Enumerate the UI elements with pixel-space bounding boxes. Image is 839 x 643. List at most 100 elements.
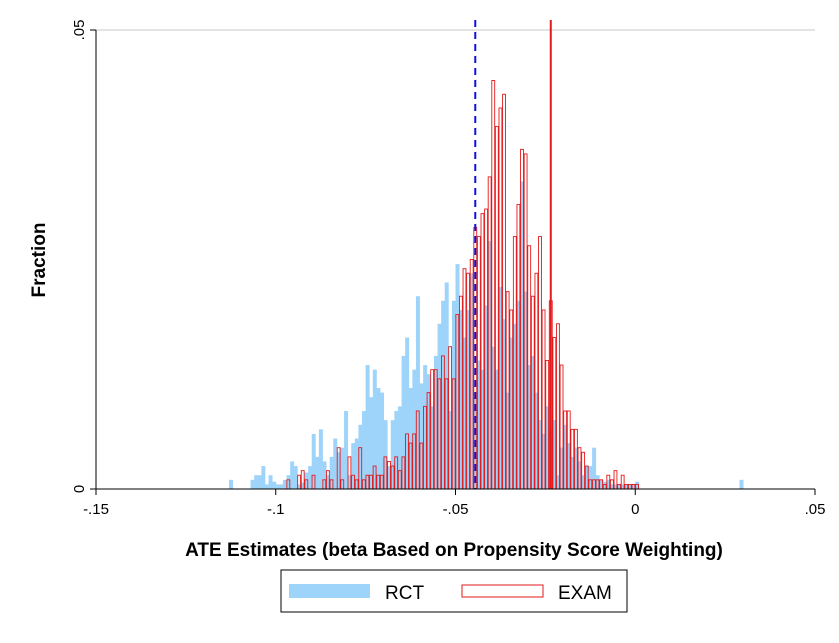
histogram-bar-rct xyxy=(477,360,482,489)
histogram-bar-rct xyxy=(344,410,349,489)
histogram-bar-rct xyxy=(441,300,446,489)
y-tick-label: .05 xyxy=(71,20,88,41)
reference-lines xyxy=(474,20,552,489)
histogram-bar-rct xyxy=(380,392,384,489)
legend: RCT EXAM xyxy=(280,569,628,613)
histogram-bar-rct xyxy=(602,481,607,489)
histogram-bar-rct xyxy=(430,406,435,489)
histogram-bar-rct xyxy=(516,300,521,489)
legend-swatch-rct xyxy=(289,584,370,598)
histogram-bar-rct xyxy=(606,479,611,489)
histogram-bar-rct xyxy=(272,481,277,489)
histogram-bar-rct xyxy=(462,337,467,489)
histogram-bar-rct xyxy=(437,323,442,489)
histogram-bar-rct xyxy=(584,466,589,489)
histogram-bar-rct xyxy=(451,300,456,489)
histogram-bar-rct xyxy=(387,466,392,489)
histogram-bar-rct xyxy=(552,420,557,489)
histogram-bar-rct xyxy=(261,466,266,489)
histogram-bar-rct xyxy=(415,296,420,489)
histogram-bar-rct xyxy=(419,383,424,489)
histogram-bar-rct xyxy=(362,410,367,489)
histogram-bar-rct xyxy=(588,466,593,489)
histogram-bar-rct xyxy=(336,452,341,489)
histogram-bar-rct xyxy=(300,482,305,489)
histogram-bar-rct xyxy=(613,484,618,489)
histogram-bar-rct xyxy=(405,337,410,489)
histogram-bar-rct xyxy=(412,369,417,489)
legend-label-rct: RCT xyxy=(385,583,424,604)
histogram-bar-rct xyxy=(469,273,474,489)
x-tick-label: -.15 xyxy=(83,501,109,518)
histogram-bar-rct xyxy=(264,484,269,489)
histogram-bar-rct xyxy=(308,466,313,489)
histogram-bar-rct xyxy=(433,355,438,489)
histogram-bar-exam xyxy=(556,323,560,490)
histogram-bar-rct xyxy=(394,410,399,489)
histogram-bar-rct xyxy=(286,475,291,489)
histogram-bar-rct xyxy=(347,475,352,489)
histogram-bar-rct xyxy=(495,369,500,489)
x-axis-title: ATE Estimates (beta Based on Propensity … xyxy=(185,540,723,561)
x-tick-label: .05 xyxy=(805,501,826,518)
histogram-bar-rct xyxy=(581,475,586,489)
histogram-bar-rct xyxy=(326,475,331,489)
histogram-bar-rct xyxy=(333,438,338,489)
histogram-bar-rct xyxy=(491,346,496,489)
legend-swatch-exam xyxy=(461,584,544,598)
histogram-bar-rct xyxy=(354,438,359,489)
histogram-bar-rct xyxy=(401,355,406,489)
histogram-bar-rct xyxy=(624,484,629,489)
histogram-bar-rct xyxy=(523,291,528,489)
histogram-bar-rct xyxy=(329,456,334,489)
histogram-bar-rct xyxy=(448,410,453,489)
histogram-bar-rct xyxy=(311,433,316,489)
histogram-bar-rct xyxy=(610,484,615,489)
histogram-bar-rct xyxy=(530,355,535,489)
histogram-bar-rct xyxy=(545,406,550,489)
y-tick-label: 0 xyxy=(71,485,88,493)
histogram-bar-rct xyxy=(502,319,507,489)
histogram-bar-rct xyxy=(617,484,622,489)
histogram-bar-rct xyxy=(444,282,449,489)
histogram-bar-rct xyxy=(635,481,640,489)
histogram-bar-rct xyxy=(423,365,428,489)
histogram-bar-rct xyxy=(290,461,295,489)
histogram-bar-rct xyxy=(484,305,489,489)
histogram-bar-rct xyxy=(293,466,298,489)
histogram-bar-rct xyxy=(570,456,575,489)
histogram-bar-rct xyxy=(358,424,363,489)
histogram-bar-rct xyxy=(599,479,604,489)
histogram-bar-rct xyxy=(556,475,561,489)
histogram-bar-rct xyxy=(574,447,579,489)
histogram-bar-rct xyxy=(268,475,273,489)
histogram-bar-rct xyxy=(592,447,597,489)
histogram-bar-rct xyxy=(480,369,485,489)
histogram-bar-rct xyxy=(229,479,234,489)
tick-labels: -.15 -.1 -.05 0 .05 0 .05 xyxy=(71,20,825,518)
y-axis-title: Fraction xyxy=(29,223,50,298)
histogram-bar-rct xyxy=(541,433,546,489)
rct-bars xyxy=(229,181,744,489)
histogram-bar-rct xyxy=(577,461,582,489)
histogram-bar-rct xyxy=(318,429,323,489)
histogram-bar-rct xyxy=(383,420,388,489)
histogram-bar-rct xyxy=(509,337,514,489)
histogram-bar-rct xyxy=(459,309,464,489)
histogram-bar-rct xyxy=(631,484,636,489)
histogram-bar-rct xyxy=(739,479,744,489)
x-tick-label: -.05 xyxy=(443,501,469,518)
histogram-bar-rct xyxy=(250,479,255,489)
histogram-bar-rct xyxy=(372,369,377,489)
histogram-bar-rct xyxy=(534,392,539,489)
histogram-bar-rct xyxy=(455,264,460,489)
histogram-bar-rct xyxy=(279,484,284,489)
exam-bars xyxy=(286,80,639,490)
histogram-bar-rct xyxy=(513,323,518,489)
histogram-bar-rct xyxy=(487,241,492,489)
legend-label-exam: EXAM xyxy=(558,583,612,604)
histogram-bar-rct xyxy=(538,420,543,489)
histogram-bar-rct xyxy=(275,484,280,489)
histogram-bar-rct xyxy=(297,484,302,489)
